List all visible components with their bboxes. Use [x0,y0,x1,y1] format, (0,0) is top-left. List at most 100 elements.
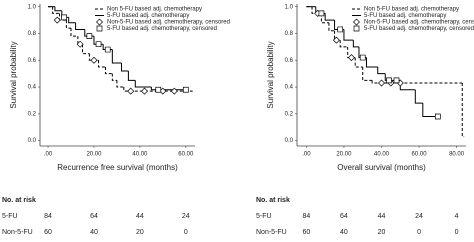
survival-step [461,83,465,138]
y-axis-title: Survival probability [9,41,18,108]
censor-mark [76,40,84,48]
survival-step [75,22,85,30]
x-tick-label: .00 [302,152,311,158]
censor-mark [337,26,344,33]
legend-label: Non 5-FU based adj. chemotherapy [364,7,459,13]
survival-step [54,6,62,12]
survival-step [104,66,113,75]
censor-mark [140,87,148,95]
survival-step [134,80,152,88]
y-tick-label: 0.2 [28,111,37,117]
censor-mark [61,14,67,21]
at-risk-count: 20 [136,229,144,236]
survival-step [377,66,386,75]
survival-step [365,57,378,68]
censor-mark [104,46,111,53]
y-axis-title: Survival probability [266,41,275,108]
censor-mark [95,41,102,48]
censor-mark [155,86,162,93]
x-tick-label: 60.00 [412,152,428,158]
survival-step [324,13,335,21]
legend-label: 5-FU based adj. chemotherapy [364,13,446,19]
censor-mark [434,113,441,120]
survival-step [339,40,348,48]
at-risk-group: Non-5-FU [256,229,287,236]
y-tick-label: 0.4 [285,85,294,91]
survival-step [68,17,76,24]
censor-mark [127,87,135,95]
y-tick-label: 1.0 [28,4,37,10]
censor-mark [170,87,178,95]
y-tick-label: 1.0 [285,4,294,10]
survival-step [399,80,416,91]
y-tick-label: 0.0 [285,138,294,144]
at-risk-count: 0 [417,229,421,236]
legend-label: Non-5-FU based adj. chemotherapy, censor… [107,20,230,26]
y-tick-label: 0.8 [28,31,37,37]
at-risk-count: 40 [340,229,348,236]
legend-symbol [96,25,103,32]
at-risk-count: 64 [340,213,348,220]
at-risk-count: 60 [302,229,310,236]
at-risk-group: 5-FU [256,213,272,220]
y-tick-label: 0.8 [285,31,294,37]
x-tick-label: 20.00 [336,152,352,158]
survival-step [343,29,354,41]
legend-label: 5-FU based adj. chemotherapy [107,13,189,19]
y-tick-label: 0.2 [285,111,294,117]
at-risk-count: 0 [455,229,459,236]
legend-symbol [353,25,360,32]
x-tick-label: 20.00 [86,152,102,158]
at-risk-group: Non-5-FU [2,229,33,236]
survival-step [123,87,193,92]
censor-mark [378,79,385,87]
at-risk-title: No. at risk [256,197,290,204]
y-tick-label: 0.4 [28,85,37,91]
at-risk-count: 4 [455,213,459,220]
survival-step [111,49,122,64]
survival-step [111,73,117,81]
censor-mark [86,33,93,40]
legend-symbol [96,18,103,26]
survival-step [98,60,106,68]
censor-mark [182,86,189,93]
survival-step [352,40,359,48]
at-risk-count: 60 [44,229,52,236]
censor-mark [90,56,98,64]
censor-mark [386,77,392,84]
survival-step [70,28,78,37]
at-risk-count: 0 [184,229,188,236]
at-risk-count: 20 [378,229,386,236]
at-risk-count: 84 [302,213,310,220]
at-risk-count: 84 [44,213,52,220]
legend-label: 5-FU based adj. chemotherapy, censored [107,26,217,32]
x-axis-title: Recurrence free survival (months) [57,163,178,172]
censor-mark [332,36,340,44]
legend-label: 5-FU based adj. chemotherapy, censored [364,26,474,32]
survival-step [371,80,463,84]
x-axis-title: Overall survival (months) [337,163,426,172]
survival-step [328,22,335,32]
censor-mark [53,16,61,24]
survival-step [127,70,136,81]
at-risk-count: 40 [90,229,98,236]
x-tick-label: 60.00 [178,152,194,158]
survival-step [121,62,129,72]
at-risk-group: 5-FU [2,213,18,220]
survival-step [116,80,124,88]
at-risk-count: 24 [182,213,190,220]
survival-step [81,44,90,55]
legend-label: Non 5-FU based adj. chemotherapy [107,7,202,13]
legend-symbol [353,18,360,26]
censor-mark [359,54,366,61]
at-risk-count: 44 [136,213,144,220]
at-risk-count: 64 [90,213,98,220]
x-tick-label: .00 [44,152,53,158]
at-risk-title: No. at risk [2,197,36,204]
x-tick-label: 80.00 [449,152,465,158]
survival-step [52,6,60,14]
y-tick-label: 0.6 [285,58,294,64]
survival-step [362,66,373,81]
censor-mark [347,54,355,62]
